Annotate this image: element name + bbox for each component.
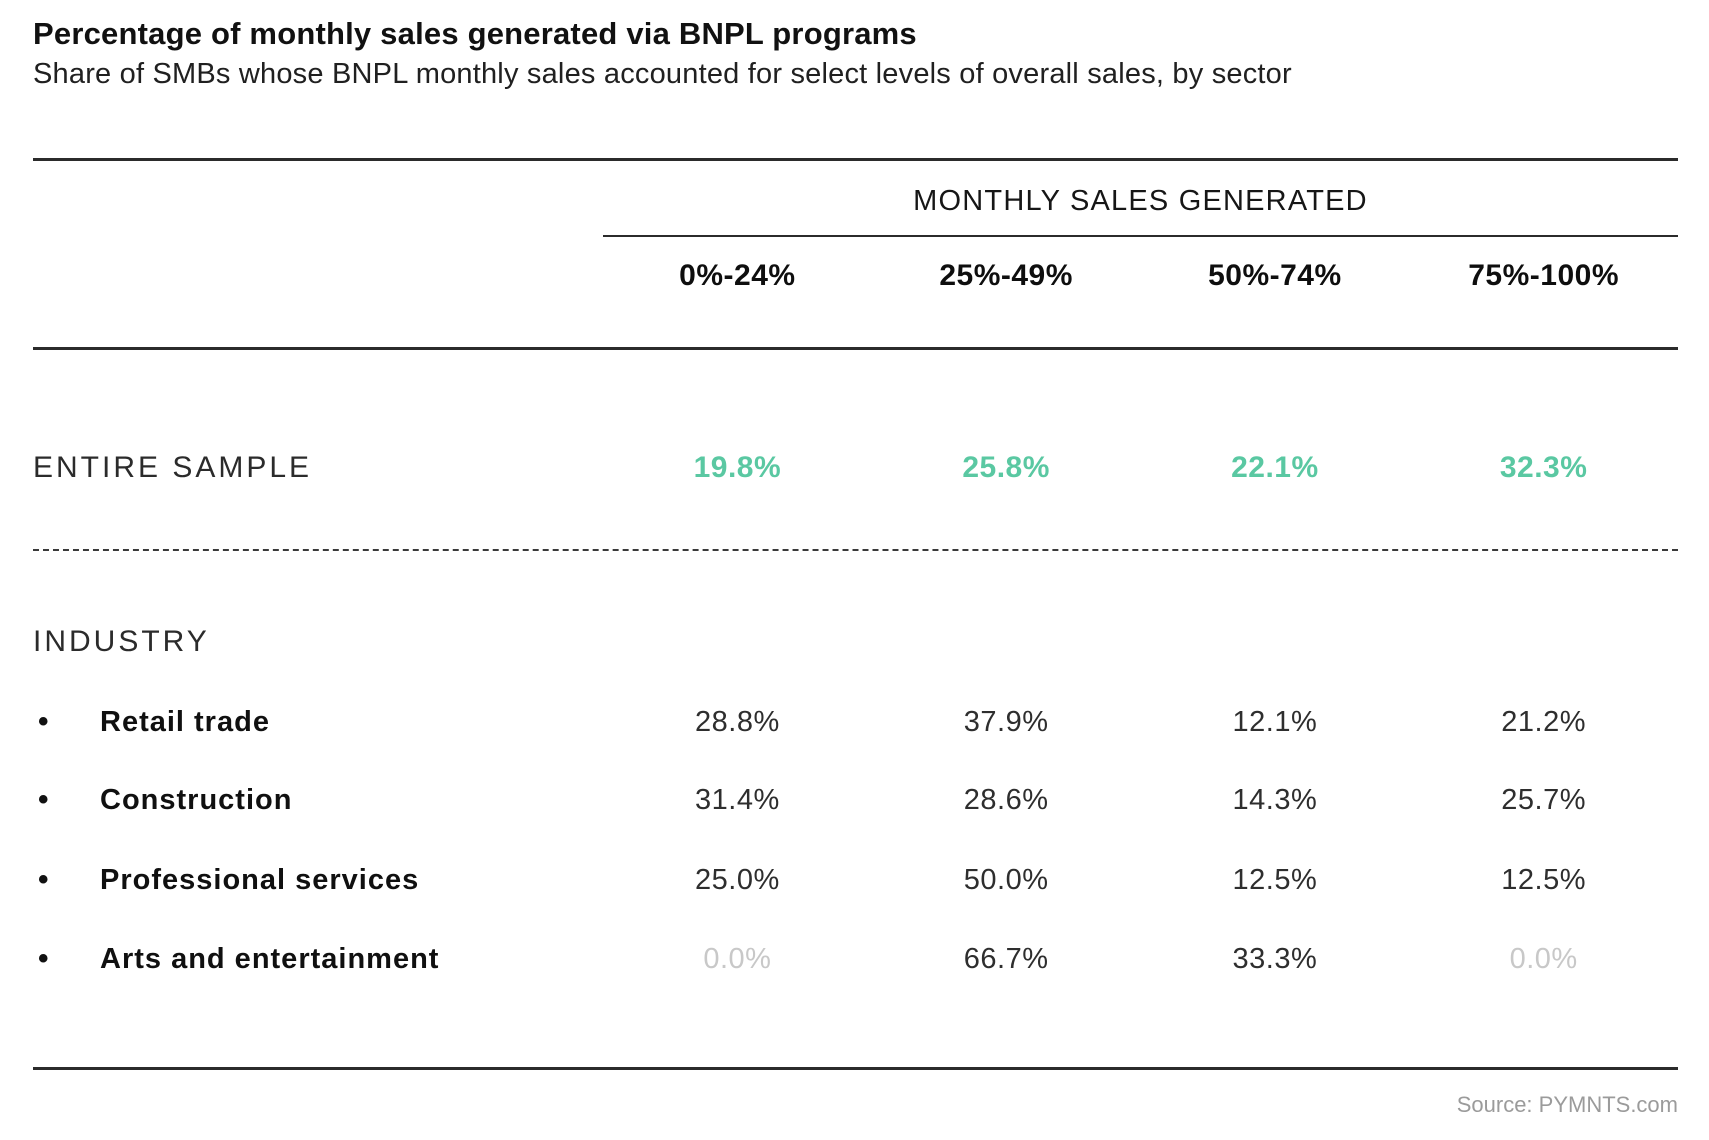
row-label: Construction — [100, 784, 293, 816]
bullet-icon: • — [38, 783, 49, 816]
row-label: Arts and entertainment — [100, 943, 440, 975]
row-values: 25.0% 50.0% 12.5% 12.5% — [603, 861, 1678, 899]
bullet-icon: • — [38, 705, 49, 738]
entire-sample-row: 19.8% 25.8% 22.1% 32.3% — [603, 449, 1678, 487]
divider-dashed — [33, 549, 1678, 551]
column-header-row: 0%-24% 25%-49% 50%-74% 75%-100% — [603, 257, 1678, 295]
bullet-icon: • — [38, 863, 49, 896]
page-subtitle: Share of SMBs whose BNPL monthly sales a… — [33, 58, 1292, 90]
divider-top — [33, 158, 1678, 161]
table-row-retail-trade: • Retail trade 28.8% 37.9% 12.1% 21.2% — [0, 703, 1709, 741]
table-row-professional-services: • Professional services 25.0% 50.0% 12.5… — [0, 861, 1709, 899]
row-label: Professional services — [100, 864, 420, 896]
bullet-icon: • — [38, 942, 49, 975]
column-header-25-49: 25%-49% — [939, 259, 1073, 292]
table-row-arts-entertainment: • Arts and entertainment 0.0% 66.7% 33.3… — [0, 940, 1709, 978]
value-cell: 28.8% — [695, 706, 780, 738]
value-cell: 37.9% — [963, 706, 1049, 738]
column-group-header: MONTHLY SALES GENERATED — [913, 185, 1368, 217]
divider-column-group — [603, 235, 1678, 237]
table-row-construction: • Construction 31.4% 28.6% 14.3% 25.7% — [0, 781, 1709, 819]
row-values: 28.8% 37.9% 12.1% 21.2% — [603, 703, 1678, 741]
row-values: 31.4% 28.6% 14.3% 25.7% — [603, 781, 1678, 819]
column-header-50-74: 50%-74% — [1208, 259, 1342, 292]
value-cell: 31.4% — [695, 784, 780, 816]
divider-bottom — [33, 1067, 1678, 1070]
value-cell: 0.0% — [703, 943, 772, 975]
value-cell: 25.8% — [962, 451, 1050, 484]
value-cell: 50.0% — [963, 864, 1049, 896]
value-cell: 22.1% — [1231, 451, 1319, 484]
industry-section-label: INDUSTRY — [33, 625, 210, 658]
entire-sample-label: ENTIRE SAMPLE — [33, 451, 313, 484]
value-cell: 32.3% — [1499, 451, 1588, 484]
column-header-75-100: 75%-100% — [1468, 259, 1619, 292]
column-header-0-24: 0%-24% — [679, 259, 796, 292]
value-cell: 25.7% — [1501, 784, 1586, 816]
value-cell: 66.7% — [963, 943, 1049, 975]
value-cell: 14.3% — [1232, 784, 1318, 816]
value-cell: 33.3% — [1232, 943, 1318, 975]
value-cell: 21.2% — [1501, 706, 1586, 738]
divider-header — [33, 347, 1678, 350]
value-cell: 12.5% — [1232, 864, 1318, 896]
value-cell: 25.0% — [695, 864, 780, 896]
value-cell: 12.5% — [1501, 864, 1586, 896]
value-cell: 12.1% — [1232, 706, 1318, 738]
page-title: Percentage of monthly sales generated vi… — [33, 16, 917, 51]
row-label: Retail trade — [100, 706, 270, 738]
value-cell: 28.6% — [963, 784, 1049, 816]
value-cell: 0.0% — [1509, 943, 1578, 975]
value-cell: 19.8% — [693, 451, 782, 484]
row-values: 0.0% 66.7% 33.3% 0.0% — [603, 940, 1678, 978]
source-credit: Source: PYMNTS.com — [1456, 1092, 1678, 1117]
